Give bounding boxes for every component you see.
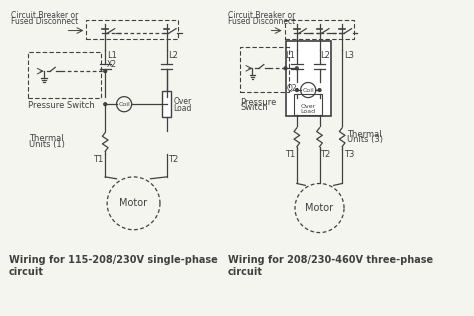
Text: Load: Load	[301, 109, 316, 114]
Text: Wiring for 208/230-460V three-phase
circuit: Wiring for 208/230-460V three-phase circ…	[228, 255, 433, 277]
Text: Q2: Q2	[286, 84, 297, 93]
Text: T1: T1	[93, 155, 103, 164]
Text: T2: T2	[168, 155, 179, 164]
Text: Pressure Switch: Pressure Switch	[28, 101, 95, 110]
Bar	[294, 94, 322, 115]
Text: Units (1): Units (1)	[29, 140, 64, 149]
Text: X2: X2	[107, 60, 117, 69]
Text: Switch: Switch	[240, 103, 268, 112]
Text: Fused Disconnect: Fused Disconnect	[228, 17, 295, 26]
Text: L2: L2	[168, 51, 178, 60]
Text: T3: T3	[344, 149, 355, 159]
Text: Over: Over	[173, 97, 191, 106]
Circle shape	[295, 67, 298, 70]
Circle shape	[318, 88, 321, 91]
Text: Circuit Breaker or: Circuit Breaker or	[228, 11, 295, 20]
Text: Fused Disconnect: Fused Disconnect	[11, 17, 78, 26]
Text: L1: L1	[285, 51, 295, 60]
Text: L1: L1	[107, 51, 117, 60]
Text: Over: Over	[301, 104, 316, 109]
Circle shape	[104, 103, 107, 106]
Text: Load: Load	[173, 104, 191, 113]
Circle shape	[284, 67, 287, 70]
Text: Thermal: Thermal	[29, 134, 64, 143]
Text: Pressure: Pressure	[240, 98, 277, 106]
Text: T1: T1	[285, 149, 295, 159]
Text: Coil: Coil	[118, 102, 130, 107]
Text: T2: T2	[320, 149, 331, 159]
Bar	[285, 41, 331, 117]
Text: Units (3): Units (3)	[347, 135, 383, 144]
Circle shape	[295, 88, 298, 91]
Text: Wiring for 115-208/230V single-phase
circuit: Wiring for 115-208/230V single-phase cir…	[9, 255, 218, 277]
Bar	[162, 91, 171, 118]
Text: L2: L2	[320, 51, 330, 60]
Text: Motor: Motor	[305, 203, 334, 213]
Text: Thermal: Thermal	[347, 130, 382, 139]
Circle shape	[104, 70, 107, 73]
Text: Circuit Breaker or: Circuit Breaker or	[11, 11, 78, 20]
Text: Coil: Coil	[302, 88, 314, 93]
Text: Motor: Motor	[119, 198, 147, 208]
Text: L3: L3	[344, 51, 354, 60]
